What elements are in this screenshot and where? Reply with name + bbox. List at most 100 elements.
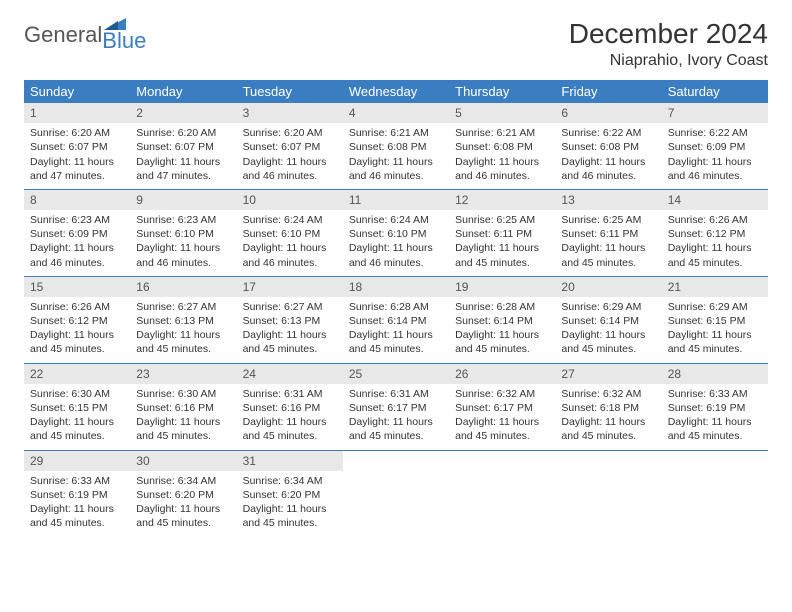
day-number: 26 xyxy=(449,364,555,384)
day-body: Sunrise: 6:31 AMSunset: 6:16 PMDaylight:… xyxy=(237,384,343,450)
calendar-cell: 20 Sunrise: 6:29 AMSunset: 6:14 PMDayligh… xyxy=(555,276,661,363)
day-body: Sunrise: 6:26 AMSunset: 6:12 PMDaylight:… xyxy=(662,210,768,276)
day-body: Sunrise: 6:28 AMSunset: 6:14 PMDaylight:… xyxy=(343,297,449,363)
sunrise-line: Sunrise: 6:32 AM xyxy=(561,387,655,401)
calendar-cell: 29Sunrise: 6:33 AMSunset: 6:19 PMDayligh… xyxy=(24,450,130,536)
day-body: Sunrise: 6:32 AMSunset: 6:17 PMDaylight:… xyxy=(449,384,555,450)
calendar-cell: 31Sunrise: 6:34 AMSunset: 6:20 PMDayligh… xyxy=(237,450,343,536)
daylight-line: Daylight: 11 hours and 46 minutes. xyxy=(136,241,230,269)
sunrise-line: Sunrise: 6:24 AM xyxy=(349,213,443,227)
calendar-cell: 11Sunrise: 6:24 AMSunset: 6:10 PMDayligh… xyxy=(343,189,449,276)
calendar-cell: 7Sunrise: 6:22 AMSunset: 6:09 PMDaylight… xyxy=(662,103,768,189)
sunrise-line: Sunrise: 6:20 AM xyxy=(243,126,337,140)
sunset-line: Sunset: 6:14 PM xyxy=(561,314,655,328)
calendar-cell: 6Sunrise: 6:22 AMSunset: 6:08 PMDaylight… xyxy=(555,103,661,189)
sunrise-line: Sunrise: 6:29 AM xyxy=(668,300,762,314)
sunset-line: Sunset: 6:15 PM xyxy=(30,401,124,415)
sunrise-line: Sunrise: 6:27 AM xyxy=(136,300,230,314)
day-body: Sunrise: 6:27 AMSunset: 6:13 PMDaylight:… xyxy=(237,297,343,363)
calendar-week-row: 8Sunrise: 6:23 AMSunset: 6:09 PMDaylight… xyxy=(24,189,768,276)
day-number: 21 xyxy=(662,277,768,297)
day-body: Sunrise: 6:28 AMSunset: 6:14 PMDaylight:… xyxy=(449,297,555,363)
day-body: Sunrise: 6:23 AMSunset: 6:10 PMDaylight:… xyxy=(130,210,236,276)
calendar-cell xyxy=(555,450,661,536)
sunrise-line: Sunrise: 6:33 AM xyxy=(668,387,762,401)
day-number: 28 xyxy=(662,364,768,384)
day-body: Sunrise: 6:34 AMSunset: 6:20 PMDaylight:… xyxy=(130,471,236,537)
logo-text-general: General xyxy=(24,24,102,46)
day-body: Sunrise: 6:33 AMSunset: 6:19 PMDaylight:… xyxy=(662,384,768,450)
day-number: 4 xyxy=(343,103,449,123)
daylight-line: Daylight: 11 hours and 45 minutes. xyxy=(243,415,337,443)
sunrise-line: Sunrise: 6:26 AM xyxy=(30,300,124,314)
sunset-line: Sunset: 6:14 PM xyxy=(455,314,549,328)
day-number: 20 xyxy=(555,277,661,297)
calendar-cell: 28Sunrise: 6:33 AMSunset: 6:19 PMDayligh… xyxy=(662,363,768,450)
calendar-cell: 14Sunrise: 6:26 AMSunset: 6:12 PMDayligh… xyxy=(662,189,768,276)
day-body: Sunrise: 6:24 AMSunset: 6:10 PMDaylight:… xyxy=(343,210,449,276)
day-number: 14 xyxy=(662,190,768,210)
day-number: 12 xyxy=(449,190,555,210)
sunset-line: Sunset: 6:10 PM xyxy=(243,227,337,241)
calendar-cell: 5Sunrise: 6:21 AMSunset: 6:08 PMDaylight… xyxy=(449,103,555,189)
logo-text-blue: Blue xyxy=(102,30,146,52)
daylight-line: Daylight: 11 hours and 45 minutes. xyxy=(561,328,655,356)
daylight-line: Daylight: 11 hours and 46 minutes. xyxy=(30,241,124,269)
daylight-line: Daylight: 11 hours and 46 minutes. xyxy=(455,155,549,183)
day-body: Sunrise: 6:25 AMSunset: 6:11 PMDaylight:… xyxy=(555,210,661,276)
sunset-line: Sunset: 6:19 PM xyxy=(668,401,762,415)
sunrise-line: Sunrise: 6:30 AM xyxy=(30,387,124,401)
daylight-line: Daylight: 11 hours and 46 minutes. xyxy=(243,241,337,269)
day-number: 15 xyxy=(24,277,130,297)
day-body: Sunrise: 6:20 AMSunset: 6:07 PMDaylight:… xyxy=(24,123,130,189)
calendar-cell: 30Sunrise: 6:34 AMSunset: 6:20 PMDayligh… xyxy=(130,450,236,536)
day-number: 13 xyxy=(555,190,661,210)
daylight-line: Daylight: 11 hours and 45 minutes. xyxy=(349,328,443,356)
sunrise-line: Sunrise: 6:25 AM xyxy=(455,213,549,227)
daylight-line: Daylight: 11 hours and 45 minutes. xyxy=(136,502,230,530)
sunrise-line: Sunrise: 6:33 AM xyxy=(30,474,124,488)
sunrise-line: Sunrise: 6:25 AM xyxy=(561,213,655,227)
calendar-week-row: 1Sunrise: 6:20 AMSunset: 6:07 PMDaylight… xyxy=(24,103,768,189)
daylight-line: Daylight: 11 hours and 45 minutes. xyxy=(30,415,124,443)
sunrise-line: Sunrise: 6:29 AM xyxy=(561,300,655,314)
day-number: 17 xyxy=(237,277,343,297)
day-body: Sunrise: 6:21 AMSunset: 6:08 PMDaylight:… xyxy=(343,123,449,189)
sunrise-line: Sunrise: 6:23 AM xyxy=(30,213,124,227)
day-number: 2 xyxy=(130,103,236,123)
sunrise-line: Sunrise: 6:28 AM xyxy=(455,300,549,314)
daylight-line: Daylight: 11 hours and 45 minutes. xyxy=(136,328,230,356)
sunrise-line: Sunrise: 6:28 AM xyxy=(349,300,443,314)
day-number: 29 xyxy=(24,451,130,471)
daylight-line: Daylight: 11 hours and 45 minutes. xyxy=(668,328,762,356)
day-number: 7 xyxy=(662,103,768,123)
day-body: Sunrise: 6:22 AMSunset: 6:09 PMDaylight:… xyxy=(662,123,768,189)
calendar-cell xyxy=(449,450,555,536)
sunset-line: Sunset: 6:10 PM xyxy=(136,227,230,241)
day-number: 10 xyxy=(237,190,343,210)
day-number: 30 xyxy=(130,451,236,471)
daylight-line: Daylight: 11 hours and 47 minutes. xyxy=(136,155,230,183)
sunset-line: Sunset: 6:07 PM xyxy=(136,140,230,154)
daylight-line: Daylight: 11 hours and 45 minutes. xyxy=(561,415,655,443)
sunrise-line: Sunrise: 6:21 AM xyxy=(349,126,443,140)
sunset-line: Sunset: 6:14 PM xyxy=(349,314,443,328)
daylight-line: Daylight: 11 hours and 45 minutes. xyxy=(455,241,549,269)
calendar-cell: 16Sunrise: 6:27 AMSunset: 6:13 PMDayligh… xyxy=(130,276,236,363)
daylight-line: Daylight: 11 hours and 45 minutes. xyxy=(668,415,762,443)
weekday-header: Saturday xyxy=(662,80,768,103)
sunrise-line: Sunrise: 6:20 AM xyxy=(136,126,230,140)
calendar-cell: 18Sunrise: 6:28 AMSunset: 6:14 PMDayligh… xyxy=(343,276,449,363)
sunset-line: Sunset: 6:13 PM xyxy=(136,314,230,328)
sunrise-line: Sunrise: 6:24 AM xyxy=(243,213,337,227)
sunset-line: Sunset: 6:07 PM xyxy=(30,140,124,154)
day-body: Sunrise: 6:31 AMSunset: 6:17 PMDaylight:… xyxy=(343,384,449,450)
calendar-cell xyxy=(343,450,449,536)
weekday-header-row: SundayMondayTuesdayWednesdayThursdayFrid… xyxy=(24,80,768,103)
daylight-line: Daylight: 11 hours and 46 minutes. xyxy=(243,155,337,183)
day-number: 27 xyxy=(555,364,661,384)
day-number: 8 xyxy=(24,190,130,210)
calendar-cell: 21Sunrise: 6:29 AMSunset: 6:15 PMDayligh… xyxy=(662,276,768,363)
calendar-cell: 9Sunrise: 6:23 AMSunset: 6:10 PMDaylight… xyxy=(130,189,236,276)
day-body: Sunrise: 6:27 AMSunset: 6:13 PMDaylight:… xyxy=(130,297,236,363)
